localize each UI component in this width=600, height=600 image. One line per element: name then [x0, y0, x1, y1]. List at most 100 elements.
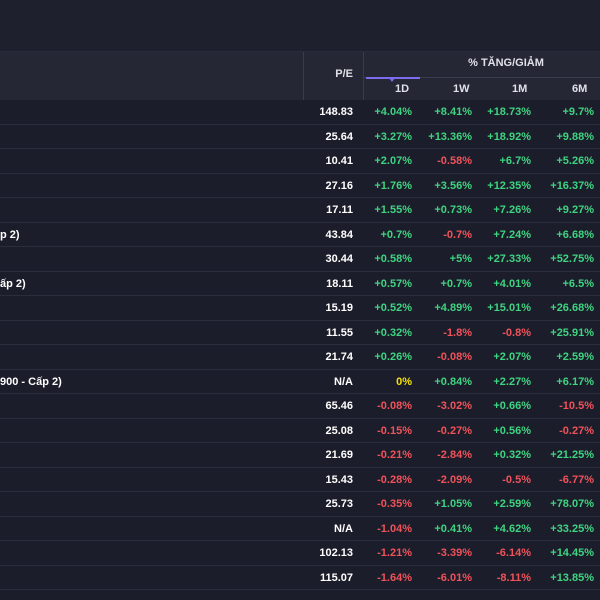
- row-change-1d: 0%: [396, 375, 412, 388]
- row-change-1d: +0.26%: [374, 351, 412, 363]
- row-change-1w: +0.41%: [434, 522, 472, 535]
- row-change-1d: -0.35%: [377, 498, 412, 510]
- row-pe-value: 11.55: [326, 326, 353, 339]
- table-row[interactable]: 15.43 -0.28% -2.09% -0.5% -6.77%: [0, 468, 600, 492]
- pe-header-label: P/E: [335, 68, 353, 80]
- row-change-1m: +18.92%: [487, 130, 531, 143]
- row-change-6m: +25.91%: [550, 326, 594, 339]
- row-change-6m: +52.75%: [550, 253, 594, 265]
- table-row[interactable]: 25.08 -0.15% -0.27% +0.56% -0.27%: [0, 419, 600, 443]
- row-change-1m: +6.7%: [499, 155, 532, 167]
- row-name: ấp 2): [0, 277, 26, 290]
- column-header-1w[interactable]: 1W: [453, 83, 470, 95]
- row-change-1w: -6.01%: [437, 571, 472, 584]
- row-change-1m: -0.8%: [502, 326, 531, 339]
- row-change-1m: +18.73%: [487, 106, 531, 118]
- row-change-1d: +2.07%: [374, 155, 412, 167]
- table-row[interactable]: 148.83 +4.04% +8.41% +18.73% +9.7%: [0, 100, 600, 125]
- pe-column-header[interactable]: P/E: [304, 52, 364, 100]
- row-change-1w: +8.41%: [434, 106, 472, 118]
- row-change-1w: -0.27%: [437, 424, 472, 437]
- row-change-6m: +14.45%: [550, 547, 594, 559]
- row-change-1m: +15.01%: [487, 302, 531, 314]
- table-row[interactable]: N/A -1.04% +0.41% +4.62% +33.25%: [0, 517, 600, 541]
- table-row[interactable]: 115.07 -1.64% -6.01% -8.11% +13.85%: [0, 566, 600, 590]
- row-change-1d: -0.21%: [377, 449, 412, 461]
- row-change-6m: +9.27%: [556, 204, 594, 216]
- row-pe-value: 148.83: [319, 106, 353, 118]
- row-change-6m: +2.59%: [556, 351, 594, 363]
- table-row[interactable]: p 2) 43.84 +0.7% -0.7% +7.24% +6.68%: [0, 223, 600, 247]
- row-change-1m: +0.32%: [493, 449, 531, 461]
- row-change-6m: +78.07%: [550, 498, 594, 510]
- table-row[interactable]: ấp 2) 18.11 +0.57% +0.7% +4.01% +6.5%: [0, 272, 600, 296]
- table-row[interactable]: 102.13 -1.21% -3.39% -6.14% +14.45%: [0, 541, 600, 566]
- row-change-1d: -0.08%: [377, 400, 412, 412]
- table-row[interactable]: 900 - Cấp 2) N/A 0% +0.84% +2.27% +6.17%: [0, 370, 600, 394]
- row-change-1d: +0.58%: [374, 253, 412, 265]
- row-pe-value: N/A: [334, 375, 353, 388]
- name-column-header[interactable]: [0, 52, 304, 100]
- row-change-1m: +4.01%: [493, 277, 531, 290]
- table-row[interactable]: 21.74 +0.26% -0.08% +2.07% +2.59%: [0, 345, 600, 370]
- row-change-1w: -3.39%: [437, 547, 472, 559]
- row-pe-value: 102.13: [319, 547, 353, 559]
- row-pe-value: 17.11: [326, 204, 353, 216]
- row-change-1d: +0.32%: [374, 326, 412, 339]
- row-change-1w: +0.73%: [434, 204, 472, 216]
- column-header-1m[interactable]: 1M: [512, 83, 528, 95]
- row-change-1m: +2.07%: [493, 351, 531, 363]
- row-change-6m: +5.26%: [556, 155, 594, 167]
- row-name: 900 - Cấp 2): [0, 375, 62, 388]
- row-change-1m: +2.59%: [493, 498, 531, 510]
- percent-change-group-header: % TĂNG/GIẢM: [468, 57, 544, 69]
- row-change-1m: +7.26%: [493, 204, 531, 216]
- table-body: 148.83 +4.04% +8.41% +18.73% +9.7% 25.64 +3.27…: [0, 100, 600, 590]
- table-row[interactable]: 25.73 -0.35% +1.05% +2.59% +78.07%: [0, 492, 600, 517]
- table-row[interactable]: 21.69 -0.21% -2.84% +0.32% +21.25%: [0, 443, 600, 468]
- row-pe-value: 115.07: [319, 571, 353, 584]
- table-row[interactable]: 17.11 +1.55% +0.73% +7.26% +9.27%: [0, 198, 600, 223]
- row-pe-value: 43.84: [325, 228, 353, 241]
- row-change-6m: +9.7%: [562, 106, 595, 118]
- row-change-6m: +26.68%: [550, 302, 594, 314]
- sort-caret-icon: [389, 78, 395, 82]
- row-change-1m: +0.66%: [493, 400, 531, 412]
- table-row[interactable]: 65.46 -0.08% -3.02% +0.66% -10.5%: [0, 394, 600, 419]
- column-header-1d[interactable]: 1D: [395, 83, 410, 95]
- row-change-6m: +6.68%: [556, 228, 594, 241]
- row-change-1d: -1.21%: [377, 547, 412, 559]
- row-pe-value: 15.43: [325, 473, 353, 486]
- row-change-1d: +0.57%: [374, 277, 412, 290]
- row-change-1d: +1.76%: [374, 179, 412, 192]
- row-change-6m: +13.85%: [550, 571, 594, 584]
- table-row[interactable]: 11.55 +0.32% -1.8% -0.8% +25.91%: [0, 321, 600, 345]
- row-change-1w: -0.7%: [443, 228, 472, 241]
- row-change-1w: -0.08%: [437, 351, 472, 363]
- table-row[interactable]: 10.41 +2.07% -0.58% +6.7% +5.26%: [0, 149, 600, 174]
- top-toolbar: [0, 0, 600, 52]
- row-change-1w: -0.58%: [437, 155, 472, 167]
- row-pe-value: 18.11: [326, 277, 353, 290]
- row-change-1w: +0.7%: [440, 277, 473, 290]
- row-pe-value: 30.44: [325, 253, 353, 265]
- row-change-6m: +21.25%: [550, 449, 594, 461]
- row-change-1w: -3.02%: [437, 400, 472, 412]
- column-header-6m[interactable]: 6M: [572, 83, 588, 95]
- row-change-1m: -0.5%: [502, 473, 531, 486]
- row-pe-value: 65.46: [325, 400, 353, 412]
- table-row[interactable]: 25.64 +3.27% +13.36% +18.92% +9.88%: [0, 125, 600, 149]
- row-pe-value: 25.73: [325, 498, 353, 510]
- row-pe-value: N/A: [334, 522, 353, 535]
- table-row[interactable]: 30.44 +0.58% +5% +27.33% +52.75%: [0, 247, 600, 272]
- table-row[interactable]: 27.16 +1.76% +3.56% +12.35% +16.37%: [0, 174, 600, 198]
- row-change-1d: -1.04%: [377, 522, 412, 535]
- row-pe-value: 25.64: [325, 130, 353, 143]
- row-pe-value: 15.19: [325, 302, 353, 314]
- row-pe-value: 27.16: [325, 179, 353, 192]
- row-change-1m: +27.33%: [487, 253, 531, 265]
- row-change-1w: +0.84%: [434, 375, 472, 388]
- table-row[interactable]: 15.19 +0.52% +4.89% +15.01% +26.68%: [0, 296, 600, 321]
- row-change-1m: +0.56%: [493, 424, 531, 437]
- table-header: P/E % TĂNG/GIẢM 1D 1W 1M 6M: [0, 52, 600, 100]
